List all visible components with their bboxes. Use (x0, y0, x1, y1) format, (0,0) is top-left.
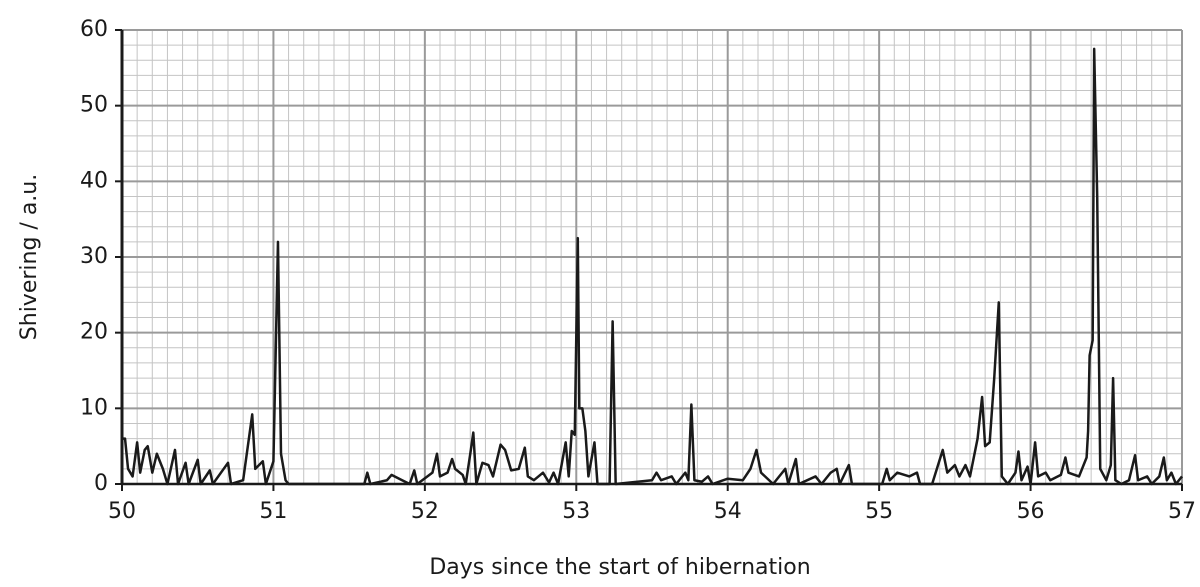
x-tick-label: 54 (714, 499, 742, 524)
x-tick-label: 57 (1168, 499, 1196, 524)
y-tick-label: 0 (94, 471, 108, 496)
data-line (122, 47, 1183, 486)
y-tick-label: 50 (80, 93, 108, 118)
x-tick-label: 56 (1017, 499, 1045, 524)
x-tick-label: 55 (865, 499, 893, 524)
y-axis-label: Shivering / a.u. (17, 174, 42, 340)
y-tick-label: 10 (80, 395, 108, 420)
y-tick-label: 60 (80, 17, 108, 42)
x-tick-label: 52 (411, 499, 439, 524)
x-tick-label: 51 (259, 499, 287, 524)
x-tick-label: 53 (562, 499, 590, 524)
x-axis-label: Days since the start of hibernation (429, 555, 810, 580)
y-tick-label: 30 (80, 244, 108, 269)
y-tick-label: 20 (80, 320, 108, 345)
y-tick-label: 40 (80, 168, 108, 193)
x-tick-label: 50 (108, 499, 136, 524)
